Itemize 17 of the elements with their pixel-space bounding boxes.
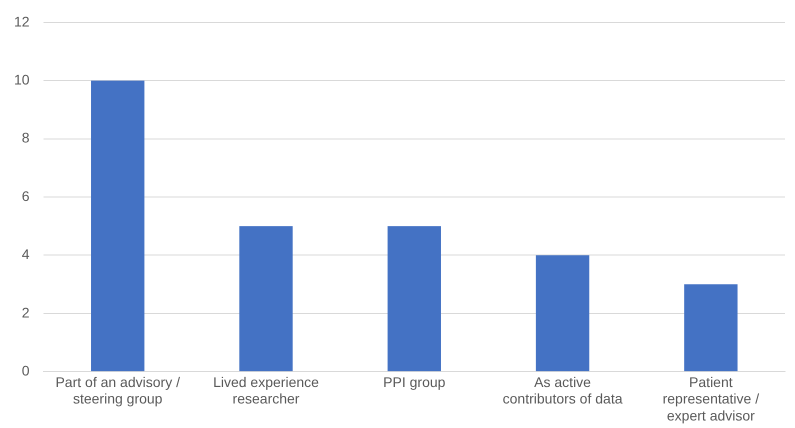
x-tick-label: Patient representative / expert advisor bbox=[662, 374, 760, 424]
y-tick-label: 2 bbox=[22, 304, 30, 320]
bar bbox=[388, 226, 441, 372]
bar bbox=[536, 255, 590, 372]
x-tick-label: PPI group bbox=[383, 374, 446, 390]
bar bbox=[91, 80, 144, 372]
y-tick-label: 8 bbox=[22, 130, 30, 146]
y-tick-label: 10 bbox=[14, 71, 30, 88]
bar bbox=[239, 226, 293, 372]
y-tick-label: 0 bbox=[22, 362, 30, 378]
x-tick-label: Part of an advisory / steering group bbox=[55, 374, 180, 407]
y-tick-label: 4 bbox=[22, 246, 30, 262]
bar bbox=[684, 284, 738, 372]
y-tick-label: 6 bbox=[22, 188, 30, 204]
x-tick-label: Lived experience researcher bbox=[213, 374, 320, 407]
y-tick-label: 12 bbox=[14, 13, 30, 30]
x-tick-label: As active contributors of data bbox=[502, 374, 623, 407]
